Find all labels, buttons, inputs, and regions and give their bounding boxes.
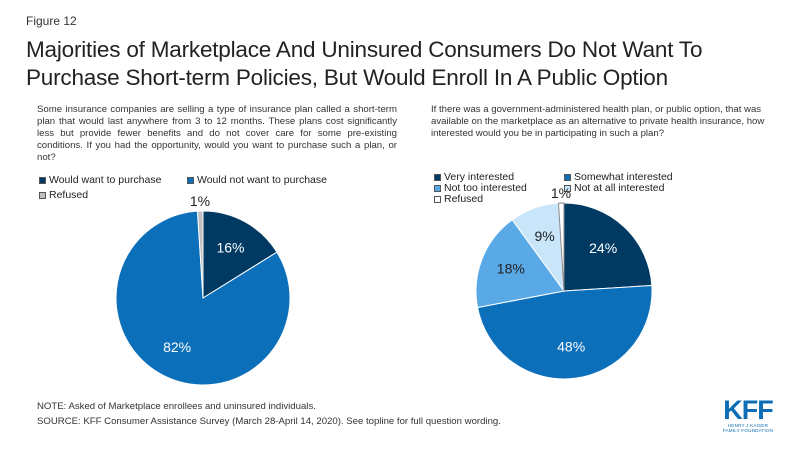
- legend-item: Would not want to purchase: [187, 174, 327, 186]
- legend-label: Very interested: [444, 171, 515, 183]
- source-text: SOURCE: KFF Consumer Assistance Survey (…: [37, 416, 501, 427]
- left-legend: Would want to purchase Would not want to…: [39, 174, 399, 204]
- legend-swatch: [187, 176, 194, 184]
- legend-label: Refused: [444, 193, 484, 205]
- legend-item: Refused: [39, 189, 88, 201]
- pie-data-label: 82%: [163, 339, 191, 355]
- legend-label: Would want to purchase: [49, 174, 162, 186]
- pie-slice: [475, 219, 565, 309]
- pie-slice: [196, 210, 204, 299]
- pie-data-label: 9%: [535, 228, 555, 244]
- legend-label: Not at all interested: [574, 182, 665, 194]
- pie-data-label: 16%: [216, 239, 244, 255]
- pie-slice: [557, 202, 565, 292]
- logo-line-1: HENRY J KAISER: [727, 423, 769, 428]
- legend-item: Refused: [434, 193, 483, 205]
- legend-swatch: [39, 176, 46, 184]
- legend-item: Very interested: [434, 171, 514, 183]
- pie-data-label: 24%: [589, 240, 617, 256]
- legend-label: Refused: [49, 189, 89, 201]
- pie-slice: [202, 210, 278, 299]
- legend-swatch: [564, 173, 571, 181]
- pie-data-label: 1%: [190, 193, 210, 209]
- logo-line-2: FAMILY FOUNDATION: [722, 428, 774, 433]
- legend-label: Not too interested: [444, 182, 527, 194]
- legend-item: Not too interested: [434, 182, 527, 194]
- logo-brand: KFF: [723, 395, 773, 425]
- legend-item: Somewhat interested: [564, 171, 673, 183]
- figure-label: Figure 12: [26, 14, 77, 28]
- left-question-text: Some insurance companies are selling a t…: [37, 104, 397, 163]
- right-question-text: If there was a government-administered h…: [431, 104, 765, 139]
- pie-slice: [563, 202, 653, 292]
- pie-data-label: 18%: [497, 261, 525, 277]
- kff-logo: KFF HENRY J KAISER FAMILY FOUNDATION: [716, 395, 780, 434]
- legend-label: Would not want to purchase: [197, 174, 327, 186]
- pie-slice: [476, 284, 653, 380]
- page-title: Majorities of Marketplace And Uninsured …: [26, 37, 703, 90]
- legend-item: Not at all interested: [564, 182, 664, 194]
- pie-data-label: 48%: [557, 338, 585, 354]
- right-legend: Very interested Somewhat interested Not …: [434, 171, 764, 205]
- pie-slice: [115, 210, 291, 386]
- legend-label: Somewhat interested: [574, 171, 673, 183]
- pie-data-label: 1%: [551, 185, 571, 201]
- legend-swatch: [434, 173, 441, 181]
- legend-swatch: [39, 191, 46, 199]
- legend-swatch: [564, 184, 571, 192]
- legend-swatch: [434, 195, 441, 203]
- legend-swatch: [434, 184, 441, 192]
- legend-item: Would want to purchase: [39, 174, 161, 186]
- note-text: NOTE: Asked of Marketplace enrollees and…: [37, 401, 316, 412]
